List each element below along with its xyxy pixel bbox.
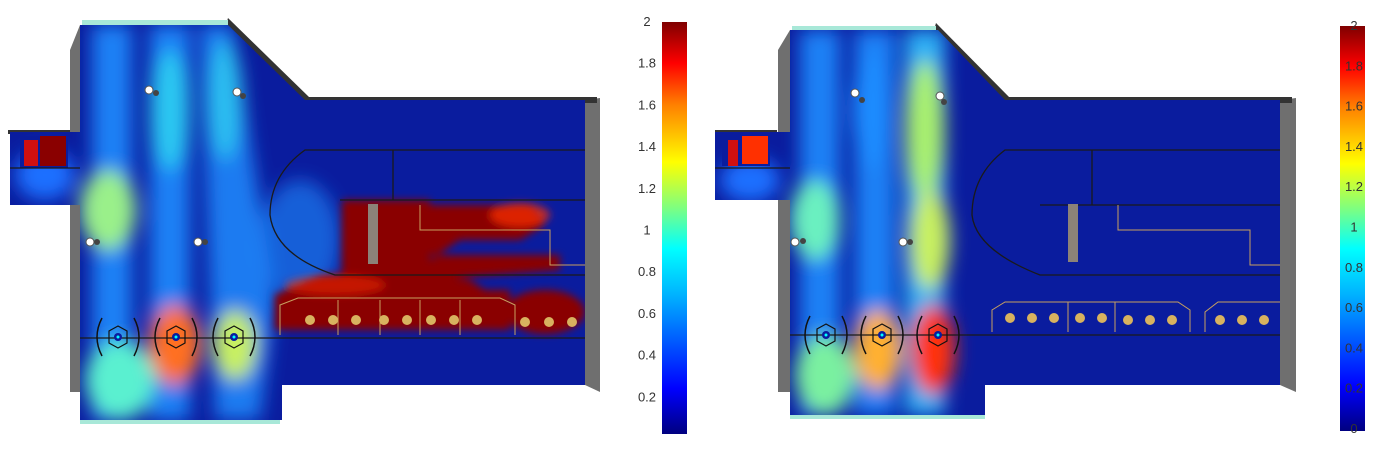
tube-row: [305, 315, 577, 327]
burners: [96, 317, 256, 357]
colorbar-tick-label: 1.2: [1345, 179, 1363, 194]
internal-structure: [715, 149, 1280, 336]
left-contour-plot: 2 1.8 1.6 1.4 1.2 1 0.8 0.6 0.4 0.2: [8, 14, 687, 434]
baffle-lines: [279, 205, 585, 335]
colorbar-tick-label: 0: [1350, 421, 1357, 436]
colorbar-tick-label: 1.4: [638, 139, 656, 154]
colorbar-ticks-right: 2 1.8 1.6 1.4 1.2 1 0.8 0.6 0.4 0.2 0: [1345, 18, 1363, 436]
colorbar-tick-label: 0.4: [1345, 340, 1363, 355]
baffle-lines: [991, 205, 1280, 332]
measurement-probes: [85, 85, 246, 247]
colorbar-tick-label: 1.8: [1345, 58, 1363, 73]
colorbar-tick-label: 2: [643, 14, 650, 29]
left-panel: 2 1.8 1.6 1.4 1.2 1 0.8 0.6 0.4 0.2: [8, 14, 687, 434]
colorbar-tick-label: 1.2: [638, 181, 656, 196]
colorbar-tick-label: 1: [1350, 220, 1357, 235]
colorbar-tick-label: 1: [643, 223, 650, 238]
colorbar-tick-label: 0.6: [1345, 300, 1363, 315]
colorbar-tick-label: 0.6: [638, 306, 656, 321]
colorbar-tick-label: 1.4: [1345, 139, 1363, 154]
colorbar-ticks-left: 2 1.8 1.6 1.4 1.2 1 0.8 0.6 0.4 0.2: [638, 14, 656, 404]
internal-structure: [10, 149, 585, 339]
colorbar-tick-label: 0.8: [638, 264, 656, 279]
colorbar-tick-label: 0.2: [638, 389, 656, 404]
colorbar-tick-label: 1.8: [638, 56, 656, 71]
colorbar-tick-label: 0.8: [1345, 260, 1363, 275]
burners: [804, 315, 960, 355]
vertical-plate: [1068, 204, 1078, 262]
colorbar-tick-label: 0.2: [1345, 381, 1363, 396]
colorbar-left: [662, 22, 687, 434]
right-panel: 2 1.8 1.6 1.4 1.2 1 0.8 0.6 0.4 0.2 0: [700, 0, 1400, 449]
right-contour-plot: 2 1.8 1.6 1.4 1.2 1 0.8 0.6 0.4 0.2 0: [715, 18, 1365, 436]
measurement-probes: [790, 88, 947, 247]
colorbar-tick-label: 1.6: [638, 97, 656, 112]
colorbar-right: [1340, 26, 1365, 431]
colorbar-tick-label: 1.6: [1345, 99, 1363, 114]
colorbar-tick-label: 0.4: [638, 348, 656, 363]
vertical-plate: [368, 204, 378, 264]
tube-row: [1005, 313, 1269, 325]
colorbar-tick-label: 2: [1350, 18, 1357, 33]
velocity-field: [10, 25, 585, 420]
